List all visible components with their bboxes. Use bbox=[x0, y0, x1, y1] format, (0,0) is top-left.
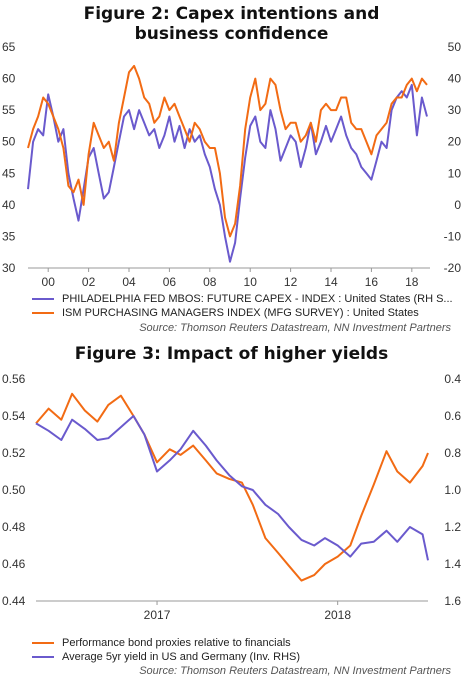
figure2-y-left-tick: 60 bbox=[2, 72, 16, 86]
figure2-y-right-tick: 50 bbox=[448, 40, 462, 54]
figure3-legend-label-bond: Performance bond proxies relative to fin… bbox=[62, 636, 291, 649]
figure3-legend-swatch-bond bbox=[32, 642, 54, 644]
figure2-legend-swatch-ism bbox=[32, 312, 54, 314]
figure3-y-right-tick: 1.4 bbox=[444, 557, 461, 571]
figure3-y-left-tick: 0.48 bbox=[2, 520, 26, 534]
figure3-title: Figure 3: Impact of higher yields bbox=[74, 344, 389, 364]
figure2-y-left-tick: 65 bbox=[2, 40, 16, 54]
figure2-series-orange-line bbox=[27, 64, 428, 238]
figure3-x-tick: 2018 bbox=[324, 608, 351, 622]
figure3-y-left-tick: 0.56 bbox=[2, 372, 26, 386]
figure2-x-tick: 16 bbox=[365, 275, 379, 288]
figure3-y-right-tick: 0.4 bbox=[444, 372, 461, 386]
figure3-x-tick: 2017 bbox=[144, 608, 171, 622]
figure3-y-right-tick: 1.2 bbox=[444, 520, 461, 534]
figure3-legend-item-bond: Performance bond proxies relative to fin… bbox=[32, 636, 300, 650]
figure2-y-left-tick: 30 bbox=[2, 261, 16, 275]
figure2-x-tick: 06 bbox=[163, 275, 177, 288]
figure2-y-left-tick: 50 bbox=[2, 135, 16, 149]
figure2-series-purple-line bbox=[27, 83, 428, 263]
figure2-y-left-tick: 40 bbox=[2, 198, 16, 212]
figure3-y-left-tick: 0.44 bbox=[2, 594, 26, 608]
figure2-y-right-tick: 10 bbox=[448, 166, 462, 180]
figure2-chart: 30 35 40 45 50 55 60 65 -20 -10 0 10 20 30 40 50 00 02 04 0… bbox=[2, 40, 462, 288]
figure2-title: Figure 2: Capex intentions and business … bbox=[0, 4, 463, 44]
figure3-source: Source: Thomson Reuters Datastream, NN I… bbox=[139, 665, 451, 677]
figure2-x-tick: 10 bbox=[244, 275, 258, 288]
figure3-y-left-tick: 0.54 bbox=[2, 409, 26, 423]
figure2-y-right-tick: -20 bbox=[444, 261, 462, 275]
figure3-legend-swatch-yield bbox=[32, 656, 54, 658]
figure3-y-left-tick: 0.52 bbox=[2, 446, 26, 460]
figure3-y-right-tick: 0.8 bbox=[444, 446, 461, 460]
figure2-y-right-tick: -10 bbox=[444, 229, 462, 243]
figure2-y-right-tick: 40 bbox=[448, 72, 462, 86]
figure3-legend: Performance bond proxies relative to fin… bbox=[32, 636, 300, 664]
figure2-legend-label-capex: PHILADELPHIA FED MBOS: FUTURE CAPEX - IN… bbox=[62, 292, 453, 305]
figure2-legend-swatch-capex bbox=[32, 298, 54, 300]
figure2-source: Source: Thomson Reuters Datastream, NN I… bbox=[139, 322, 451, 334]
figure2-legend: PHILADELPHIA FED MBOS: FUTURE CAPEX - IN… bbox=[32, 292, 453, 320]
figure2-y-right-tick: 0 bbox=[454, 198, 461, 212]
figure3-series-orange-line bbox=[35, 392, 429, 582]
figure2-y-left-tick: 45 bbox=[2, 166, 16, 180]
figure3-legend-item-yield: Average 5yr yield in US and Germany (Inv… bbox=[32, 650, 300, 664]
figure3-y-left-tick: 0.46 bbox=[2, 557, 26, 571]
figure2-title-line1: Figure 2: Capex intentions and bbox=[83, 4, 380, 24]
figure3-y-right-tick: 1.0 bbox=[444, 483, 461, 497]
figure2-x-tick: 04 bbox=[122, 275, 136, 288]
figure2-y-right-tick: 30 bbox=[448, 103, 462, 117]
figure2-x-tick: 18 bbox=[405, 275, 419, 288]
figure2-legend-item-capex: PHILADELPHIA FED MBOS: FUTURE CAPEX - IN… bbox=[32, 292, 453, 306]
figure3-y-right-tick: 0.6 bbox=[444, 409, 461, 423]
figure3-chart: 0.44 0.46 0.48 0.50 0.52 0.54 0.56 0.4 0.6 0.8 1.0… bbox=[2, 372, 461, 622]
figure2-x-tick: 02 bbox=[82, 275, 96, 288]
figure2-y-left-tick: 55 bbox=[2, 103, 16, 117]
figure2-x-tick: 00 bbox=[42, 275, 56, 288]
figure3-series-purple-line bbox=[35, 415, 429, 561]
figure2-legend-label-ism: ISM PURCHASING MANAGERS INDEX (MFG SURVE… bbox=[62, 306, 419, 319]
figure3-y-right-tick: 1.6 bbox=[444, 594, 461, 608]
figure3-legend-label-yield: Average 5yr yield in US and Germany (Inv… bbox=[62, 650, 301, 663]
figure2-x-tick: 12 bbox=[284, 275, 298, 288]
figure2-legend-item-ism: ISM PURCHASING MANAGERS INDEX (MFG SURVE… bbox=[32, 306, 453, 320]
figure3-y-left-tick: 0.50 bbox=[2, 483, 26, 497]
figure2-title-line2: business confidence bbox=[134, 24, 329, 44]
figure2-y-left-tick: 35 bbox=[2, 229, 16, 243]
figure2-x-tick: 14 bbox=[324, 275, 338, 288]
figure2-x-tick: 08 bbox=[203, 275, 217, 288]
figure2-y-right-tick: 20 bbox=[448, 135, 462, 149]
